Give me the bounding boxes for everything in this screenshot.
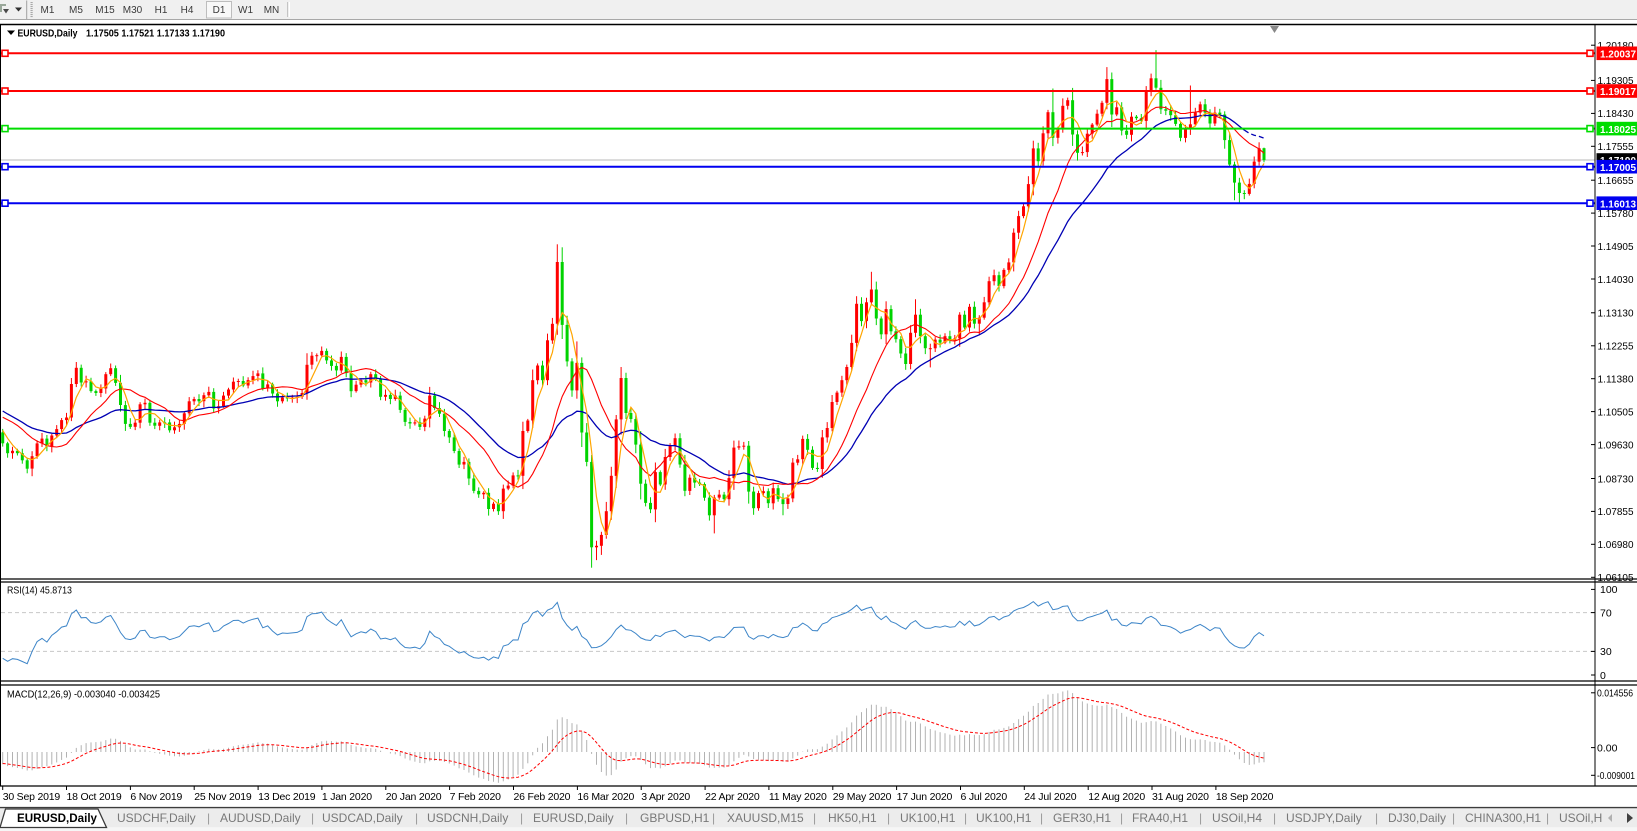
svg-text:1.14030: 1.14030 [1598, 274, 1634, 286]
svg-text:0.014556: 0.014556 [1597, 688, 1633, 700]
svg-text:UK100,H1: UK100,H1 [900, 811, 956, 825]
svg-text:GBPUSD,H1: GBPUSD,H1 [640, 811, 710, 825]
svg-text:|: | [625, 811, 628, 825]
svg-text:|: | [813, 811, 816, 825]
svg-text:1.08730: 1.08730 [1598, 473, 1634, 485]
svg-text:UK100,H1: UK100,H1 [976, 811, 1032, 825]
svg-text:MN: MN [264, 5, 280, 16]
svg-text:18 Sep 2020: 18 Sep 2020 [1216, 791, 1274, 803]
svg-text:|: | [1120, 811, 1123, 825]
svg-text:MACD(12,26,9) -0.003040 -0.003: MACD(12,26,9) -0.003040 -0.003425 [7, 689, 160, 701]
svg-text:CHINA300,H1: CHINA300,H1 [1465, 811, 1541, 825]
svg-text:1.18430: 1.18430 [1598, 108, 1634, 120]
svg-text:6 Jul 2020: 6 Jul 2020 [961, 791, 1008, 803]
svg-text:1.17555: 1.17555 [1598, 141, 1634, 153]
svg-text:EURUSD,Daily: EURUSD,Daily [17, 811, 97, 825]
svg-text:1.20037: 1.20037 [1600, 49, 1636, 61]
svg-text:|: | [207, 811, 210, 825]
svg-text:M5: M5 [69, 5, 83, 16]
svg-text:1.17505 1.17521 1.17133 1.1719: 1.17505 1.17521 1.17133 1.17190 [86, 28, 225, 40]
svg-text:18 Oct 2019: 18 Oct 2019 [67, 791, 122, 803]
svg-text:|: | [1273, 811, 1276, 825]
svg-text:|: | [712, 811, 715, 825]
svg-text:20 Jan 2020: 20 Jan 2020 [386, 791, 442, 803]
svg-text:USDCHF,Daily: USDCHF,Daily [117, 811, 196, 825]
svg-text:HK50,H1: HK50,H1 [828, 811, 877, 825]
svg-text:0.00: 0.00 [1597, 742, 1618, 754]
svg-text:M1: M1 [41, 5, 55, 16]
svg-text:|: | [311, 811, 314, 825]
svg-text:12 Aug 2020: 12 Aug 2020 [1088, 791, 1145, 803]
svg-text:XAUUSD,M15: XAUUSD,M15 [727, 811, 804, 825]
svg-text:1.19017: 1.19017 [1600, 86, 1636, 98]
svg-text:|: | [1375, 811, 1378, 825]
svg-text:|: | [1452, 811, 1455, 825]
svg-text:1.10505: 1.10505 [1598, 406, 1634, 418]
svg-text:|: | [1546, 811, 1549, 825]
svg-text:11 May 2020: 11 May 2020 [769, 791, 827, 803]
svg-text:70: 70 [1600, 607, 1612, 619]
svg-text:1.16013: 1.16013 [1600, 198, 1636, 210]
svg-text:|: | [887, 811, 890, 825]
svg-text:M15: M15 [95, 5, 115, 16]
svg-text:1.09630: 1.09630 [1598, 439, 1634, 451]
svg-text:1 Jan 2020: 1 Jan 2020 [322, 791, 372, 803]
svg-text:6 Nov 2019: 6 Nov 2019 [130, 791, 182, 803]
svg-text:0: 0 [1600, 670, 1606, 682]
svg-text:|: | [415, 811, 418, 825]
svg-text:1.16655: 1.16655 [1598, 175, 1634, 187]
svg-text:1.07855: 1.07855 [1598, 506, 1634, 518]
svg-text:USOil,H: USOil,H [1559, 811, 1602, 825]
svg-text:W1: W1 [238, 5, 253, 16]
svg-text:|: | [964, 811, 967, 825]
svg-text:25 Nov 2019: 25 Nov 2019 [194, 791, 252, 803]
svg-text:30: 30 [1600, 646, 1612, 658]
svg-text:AUDUSD,Daily: AUDUSD,Daily [220, 811, 301, 825]
svg-text:13 Dec 2019: 13 Dec 2019 [258, 791, 316, 803]
svg-text:DJ30,Daily: DJ30,Daily [1388, 811, 1446, 825]
svg-text:26 Feb 2020: 26 Feb 2020 [514, 791, 571, 803]
svg-text:USOil,H4: USOil,H4 [1212, 811, 1262, 825]
svg-text:FRA40,H1: FRA40,H1 [1132, 811, 1188, 825]
svg-text:-0.009001: -0.009001 [1597, 770, 1635, 782]
svg-text:29 May 2020: 29 May 2020 [833, 791, 892, 803]
svg-text:USDCAD,Daily: USDCAD,Daily [322, 811, 403, 825]
svg-text:M30: M30 [123, 5, 143, 16]
svg-text:|: | [1040, 811, 1043, 825]
svg-text:1.06980: 1.06980 [1598, 539, 1634, 551]
svg-text:3 Apr 2020: 3 Apr 2020 [641, 791, 690, 803]
svg-text:|: | [1199, 811, 1202, 825]
svg-text:USDCNH,Daily: USDCNH,Daily [427, 811, 508, 825]
svg-text:1.06105: 1.06105 [1598, 572, 1634, 584]
svg-text:16 Mar 2020: 16 Mar 2020 [577, 791, 634, 803]
svg-text:H1: H1 [155, 5, 168, 16]
svg-text:RSI(14) 45.8713: RSI(14) 45.8713 [7, 585, 72, 597]
svg-text:EURUSD,Daily: EURUSD,Daily [533, 811, 614, 825]
svg-text:GER30,H1: GER30,H1 [1053, 811, 1111, 825]
svg-text:1.15780: 1.15780 [1598, 208, 1634, 220]
svg-text:1.14905: 1.14905 [1598, 241, 1634, 253]
svg-text:22 Apr 2020: 22 Apr 2020 [705, 791, 760, 803]
svg-text:100: 100 [1600, 584, 1618, 596]
svg-text:31 Aug 2020: 31 Aug 2020 [1152, 791, 1209, 803]
svg-text:H4: H4 [181, 5, 194, 16]
svg-text:17 Jun 2020: 17 Jun 2020 [897, 791, 953, 803]
svg-text:1.11380: 1.11380 [1598, 374, 1634, 386]
svg-text:D1: D1 [213, 5, 226, 16]
svg-text:1.12255: 1.12255 [1598, 341, 1634, 353]
svg-text:1.13130: 1.13130 [1598, 308, 1634, 320]
svg-text:USDJPY,Daily: USDJPY,Daily [1286, 811, 1362, 825]
svg-text:|: | [520, 811, 523, 825]
svg-text:EURUSD,Daily: EURUSD,Daily [18, 28, 78, 40]
svg-text:30 Sep 2019: 30 Sep 2019 [3, 791, 61, 803]
svg-text:1.17005: 1.17005 [1600, 162, 1636, 174]
svg-text:24 Jul 2020: 24 Jul 2020 [1024, 791, 1076, 803]
svg-text:1.18025: 1.18025 [1600, 124, 1636, 136]
svg-text:7 Feb 2020: 7 Feb 2020 [450, 791, 501, 803]
